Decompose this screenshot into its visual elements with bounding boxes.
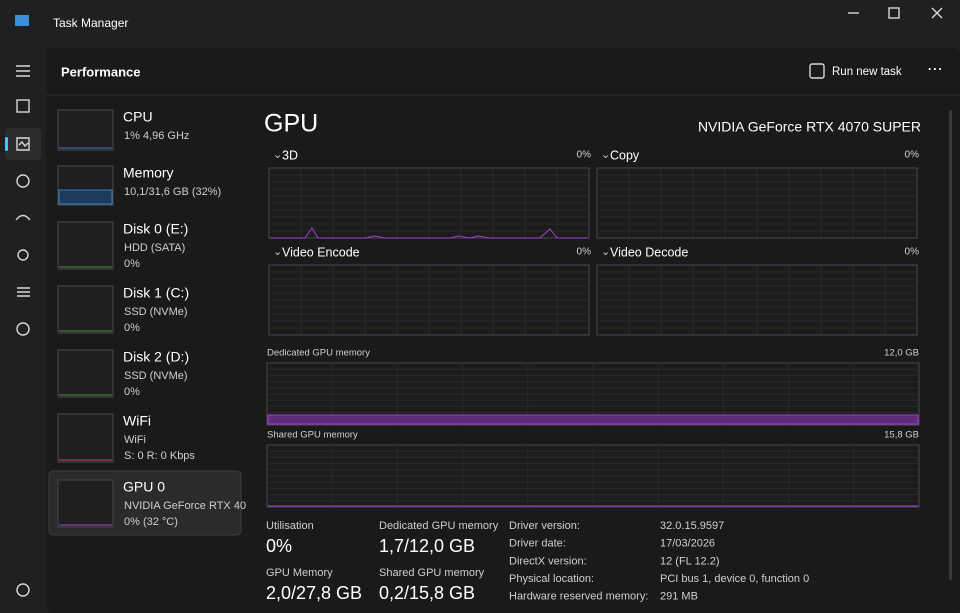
- engine-activity: [270, 227, 588, 239]
- run-new-task[interactable]: Run new task: [832, 66, 902, 78]
- memory-graph-label: Dedicated GPU memory: [267, 348, 370, 359]
- sidebar-detail: S: 0 R: 0 Kbps: [124, 450, 195, 462]
- maximize[interactable]: [888, 7, 900, 19]
- window-controls[interactable]: [848, 7, 943, 19]
- engine-name[interactable]: 3D: [282, 148, 298, 162]
- stat-label: Dedicated GPU memory: [379, 520, 499, 532]
- sidebar-detail: HDD (SATA): [124, 242, 185, 254]
- sidebar-thumb[interactable]: [57, 221, 114, 270]
- scrollbar: [949, 110, 952, 580]
- sidebar-thumb[interactable]: [57, 479, 114, 528]
- sidebar-name[interactable]: GPU 0: [123, 479, 165, 495]
- gpu-model: NVIDIA GeForce RTX 4070 SUPER: [698, 119, 921, 135]
- nav-indicator: [5, 137, 8, 151]
- sidebar-thumb[interactable]: [57, 349, 114, 398]
- run-icon[interactable]: [809, 63, 825, 79]
- stat-label: Utilisation: [266, 520, 314, 532]
- detail-label: Driver date:: [509, 538, 566, 550]
- run-new-task-button[interactable]: Run new task: [809, 63, 902, 79]
- nav-history[interactable]: [16, 174, 30, 188]
- nav-startup[interactable]: [15, 214, 31, 221]
- dedicated-usage: [267, 414, 919, 425]
- stat-value: 2,0/27,8 GB: [266, 583, 362, 603]
- engine-name[interactable]: Video Encode: [282, 245, 360, 259]
- engine-value: 0%: [905, 150, 920, 161]
- sidebar-name[interactable]: Disk 0 (E:): [123, 221, 188, 237]
- sidebar-name[interactable]: WiFi: [123, 413, 151, 429]
- gpu-title: GPU: [264, 110, 318, 138]
- memory-graph-label: Shared GPU memory: [267, 430, 358, 441]
- nav-details[interactable]: [17, 287, 30, 297]
- page-title: Performance: [61, 64, 140, 79]
- thumb-fill: [58, 189, 113, 205]
- stat-value: 0,2/15,8 GB: [379, 583, 475, 603]
- nav-services[interactable]: [16, 322, 30, 336]
- sidebar-name[interactable]: Disk 1 (C:): [123, 285, 189, 301]
- engine-value: 0%: [905, 247, 920, 258]
- sidebar-thumb[interactable]: [57, 413, 114, 463]
- sidebar-detail: 0%: [124, 258, 140, 270]
- more-menu[interactable]: ⋯: [927, 61, 943, 78]
- engine-value: 0%: [577, 150, 592, 161]
- detail-label: Hardware reserved memory:: [509, 591, 648, 603]
- sidebar-detail: 0% (32 °C): [124, 516, 178, 528]
- memory-graph-max: 12,0 GB: [884, 348, 919, 359]
- sidebar-detail: 10,1/31,6 GB (32%): [124, 186, 221, 198]
- sidebar-detail: 0%: [124, 386, 140, 398]
- window-title: Task Manager: [53, 16, 128, 30]
- sidebar-thumb[interactable]: [57, 285, 114, 334]
- sidebar-detail: WiFi: [124, 434, 146, 446]
- nav-rail[interactable]: [5, 65, 41, 597]
- detail-value: 32.0.15.9597: [660, 520, 724, 532]
- engine-name[interactable]: Copy: [610, 148, 640, 162]
- engine-name[interactable]: Video Decode: [610, 245, 688, 259]
- sidebar-name[interactable]: Memory: [123, 165, 174, 181]
- sidebar-detail: SSD (NVMe): [124, 370, 188, 382]
- engine-caret: ⌄: [273, 149, 282, 161]
- sidebar-name[interactable]: CPU: [123, 109, 153, 125]
- sidebar-name[interactable]: Disk 2 (D:): [123, 349, 189, 365]
- app-icon: [15, 15, 29, 26]
- nav-settings[interactable]: [16, 583, 30, 597]
- engine-caret: ⌄: [601, 149, 610, 161]
- engine-caret: ⌄: [273, 246, 282, 258]
- sidebar-detail: 0%: [124, 322, 140, 334]
- stat-value: 1,7/12,0 GB: [379, 536, 475, 556]
- nav-users[interactable]: [17, 249, 29, 261]
- close[interactable]: [931, 7, 943, 19]
- sidebar-thumb[interactable]: [57, 109, 114, 151]
- detail-value: 12 (FL 12.2): [660, 555, 720, 567]
- stat-label: Shared GPU memory: [379, 567, 485, 579]
- nav-menu[interactable]: [16, 65, 30, 77]
- engine-value: 0%: [577, 247, 592, 258]
- detail-label: DirectX version:: [509, 555, 587, 567]
- detail-value: 291 MB: [660, 591, 698, 603]
- sidebar-detail: 1% 4,96 GHz: [124, 130, 189, 142]
- nav-perf-icon[interactable]: [16, 137, 30, 151]
- detail-value: 17/03/2026: [660, 538, 715, 550]
- detail-value: PCI bus 1, device 0, function 0: [660, 573, 809, 585]
- stat-label: GPU Memory: [266, 567, 333, 579]
- stat-value: 0%: [266, 536, 292, 556]
- sidebar-detail: NVIDIA GeForce RTX 40: [124, 500, 246, 512]
- nav-processes[interactable]: [16, 99, 30, 113]
- detail-label: Driver version:: [509, 520, 580, 532]
- memory-graph-max: 15,8 GB: [884, 430, 919, 441]
- detail-label: Physical location:: [509, 573, 594, 585]
- sidebar-detail: SSD (NVMe): [124, 306, 188, 318]
- engine-caret: ⌄: [601, 246, 610, 258]
